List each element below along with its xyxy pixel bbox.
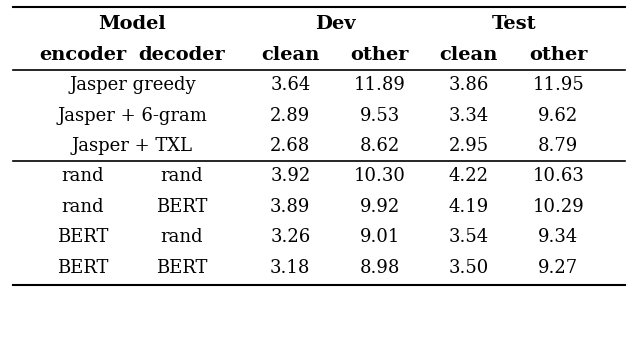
- Text: BERT: BERT: [156, 259, 207, 277]
- Text: other: other: [529, 46, 588, 64]
- Text: 8.79: 8.79: [538, 137, 579, 155]
- Text: rand: rand: [62, 167, 104, 185]
- Text: rand: rand: [161, 228, 203, 246]
- Text: 2.89: 2.89: [270, 107, 311, 125]
- Text: 9.92: 9.92: [359, 198, 400, 216]
- Text: BERT: BERT: [57, 228, 108, 246]
- Text: 9.34: 9.34: [538, 228, 579, 246]
- Text: 3.50: 3.50: [449, 259, 489, 277]
- Text: 11.95: 11.95: [532, 76, 584, 94]
- Text: rand: rand: [62, 198, 104, 216]
- Text: Jasper + 6-gram: Jasper + 6-gram: [57, 107, 207, 125]
- Text: 9.62: 9.62: [538, 107, 579, 125]
- Text: rand: rand: [161, 167, 203, 185]
- Text: other: other: [350, 46, 409, 64]
- Text: 10.29: 10.29: [532, 198, 584, 216]
- Text: 8.62: 8.62: [359, 137, 400, 155]
- Text: 3.92: 3.92: [270, 167, 311, 185]
- Text: 8.98: 8.98: [359, 259, 400, 277]
- Text: 3.54: 3.54: [449, 228, 489, 246]
- Text: 3.34: 3.34: [449, 107, 489, 125]
- Text: 11.89: 11.89: [353, 76, 406, 94]
- Text: 3.86: 3.86: [449, 76, 489, 94]
- Text: 2.68: 2.68: [270, 137, 311, 155]
- Text: 9.01: 9.01: [359, 228, 400, 246]
- Text: 3.26: 3.26: [270, 228, 311, 246]
- Text: clean: clean: [261, 46, 320, 64]
- Text: 3.64: 3.64: [270, 76, 311, 94]
- Text: Test: Test: [491, 15, 536, 33]
- Text: Jasper + TXL: Jasper + TXL: [72, 137, 193, 155]
- Text: 4.19: 4.19: [449, 198, 489, 216]
- Text: 10.63: 10.63: [532, 167, 584, 185]
- Text: Dev: Dev: [315, 15, 355, 33]
- Text: encoder: encoder: [40, 46, 126, 64]
- Text: clean: clean: [440, 46, 498, 64]
- Text: Jasper greedy: Jasper greedy: [69, 76, 196, 94]
- Text: 3.18: 3.18: [270, 259, 311, 277]
- Text: Model: Model: [98, 15, 167, 33]
- Text: 4.22: 4.22: [449, 167, 489, 185]
- Text: BERT: BERT: [156, 198, 207, 216]
- Text: 10.30: 10.30: [353, 167, 406, 185]
- Text: 2.95: 2.95: [449, 137, 489, 155]
- Text: decoder: decoder: [138, 46, 225, 64]
- Text: 9.53: 9.53: [359, 107, 400, 125]
- Text: 9.27: 9.27: [538, 259, 578, 277]
- Text: 3.89: 3.89: [270, 198, 311, 216]
- Text: BERT: BERT: [57, 259, 108, 277]
